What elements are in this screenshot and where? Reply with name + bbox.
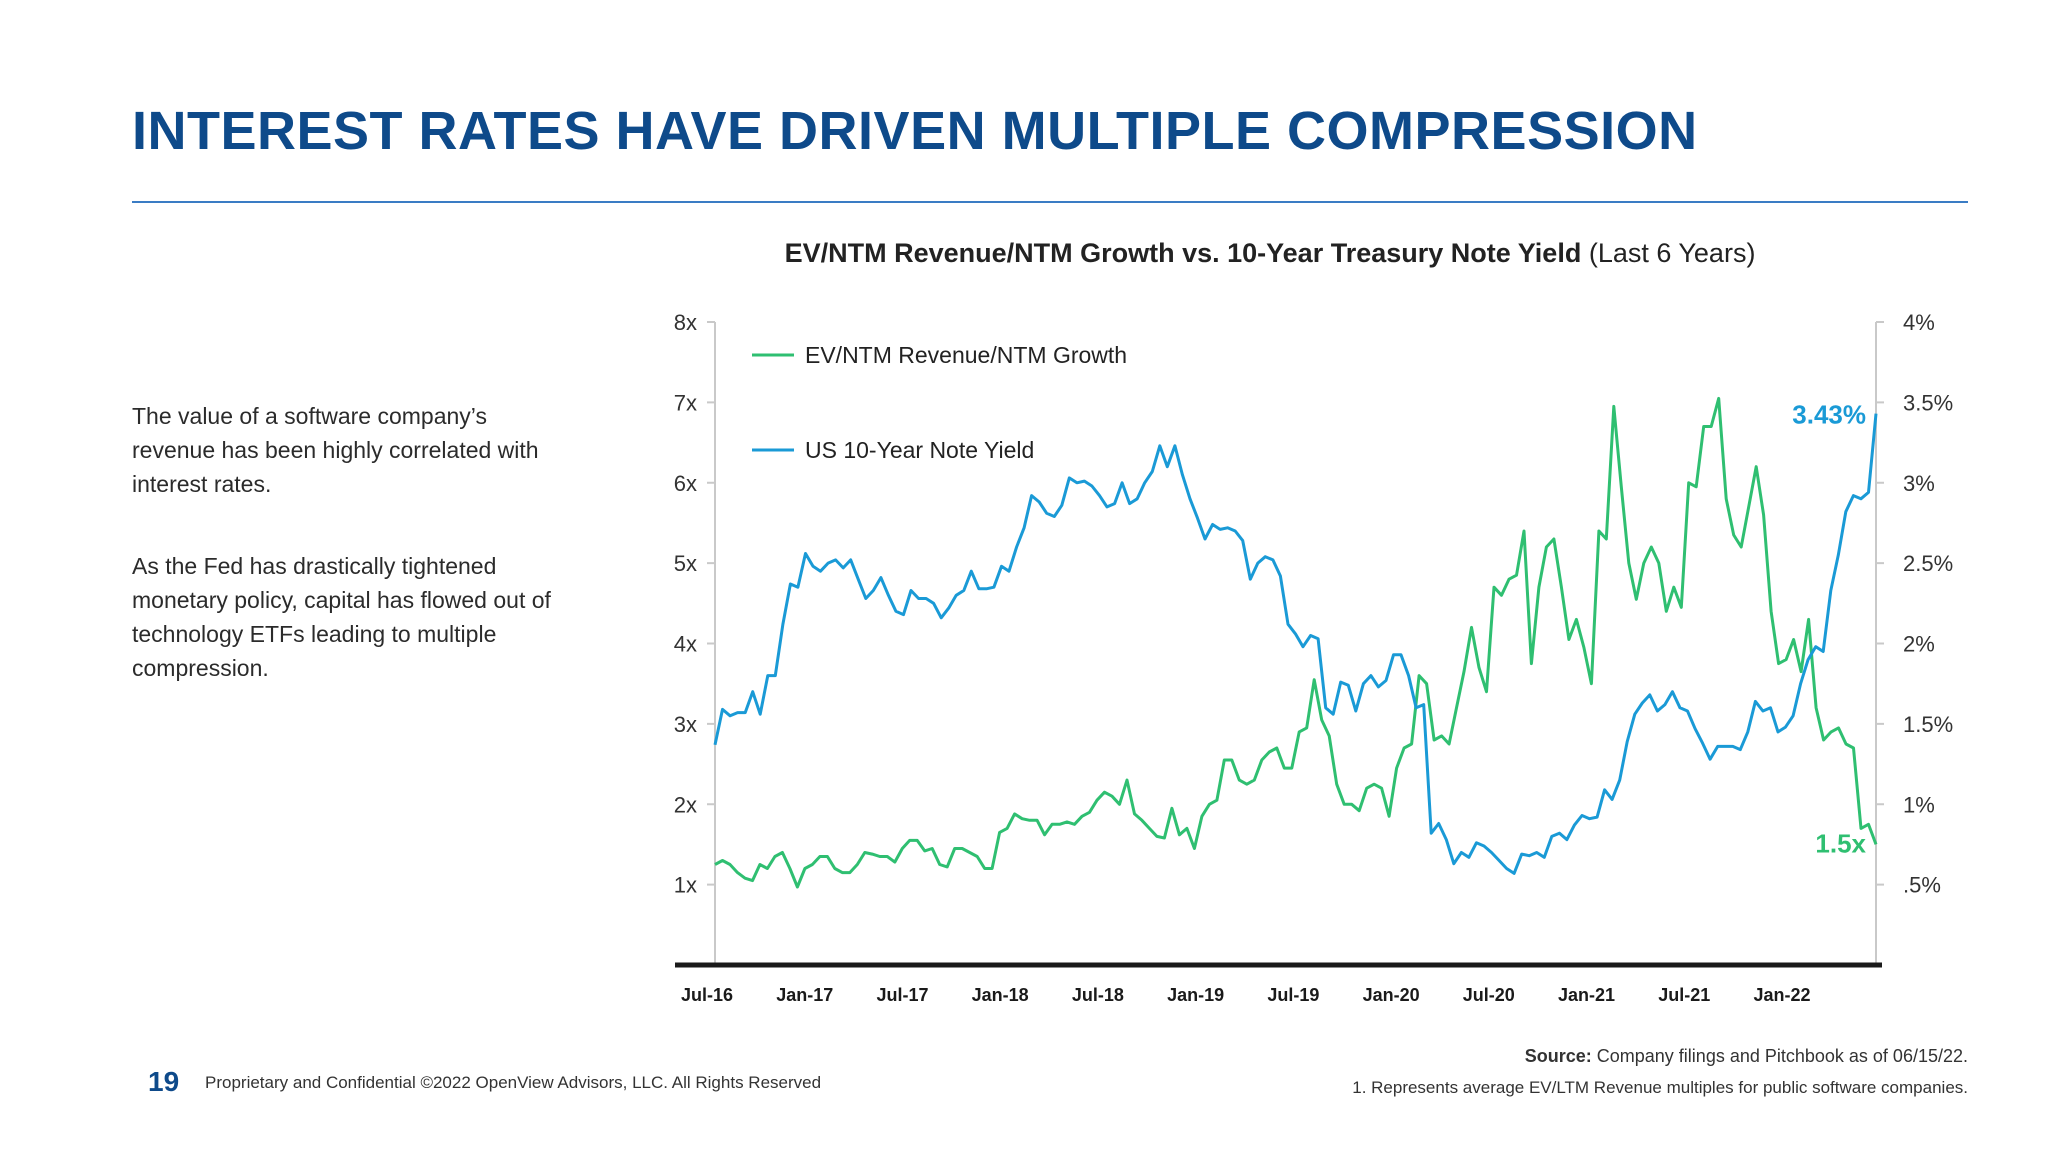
- chart-title-main: EV/NTM Revenue/NTM Growth vs. 10-Year Tr…: [784, 238, 1582, 268]
- footnote: 1. Represents average EV/LTM Revenue mul…: [1352, 1078, 1968, 1097]
- left-axis-tick-label: 8x: [674, 310, 697, 335]
- left-axis-tick-label: 7x: [674, 390, 697, 415]
- x-axis-tick-label: Jul-17: [876, 985, 928, 1005]
- right-axis-tick-label: 4%: [1903, 310, 1935, 335]
- series-line-ev-ntm-growth: [714, 396, 1878, 889]
- right-axis-tick-label: .5%: [1903, 873, 1941, 898]
- right-axis-tick-label: 1%: [1903, 792, 1935, 817]
- source-text: Company filings and Pitchbook as of 06/1…: [1591, 1046, 1968, 1066]
- left-axis-tick-label: 6x: [674, 471, 697, 496]
- slide-title: INTEREST RATES HAVE DRIVEN MULTIPLE COMP…: [132, 101, 1698, 161]
- body-paragraph-correlation: The value of a software company’s revenu…: [132, 403, 539, 497]
- x-axis-tick-label: Jul-16: [681, 985, 733, 1005]
- confidentiality-notice: Proprietary and Confidential ©2022 OpenV…: [205, 1073, 822, 1092]
- legend-label-ev-ntm-growth: EV/NTM Revenue/NTM Growth: [805, 342, 1127, 368]
- end-label-us-10y-yield: 3.43%: [1792, 400, 1866, 430]
- source-label: Source:: [1524, 1046, 1592, 1066]
- left-axis-tick-label: 4x: [674, 632, 697, 657]
- right-axis-tick-label: 2.5%: [1903, 551, 1953, 576]
- x-axis-tick-label: Jan-19: [1167, 985, 1224, 1005]
- source-note: Source: Company filings and Pitchbook as…: [1525, 1046, 1968, 1067]
- page-number: 19: [148, 1066, 180, 1097]
- x-axis-tick-label: Jul-20: [1463, 985, 1515, 1005]
- x-axis-tick-label: Jan-21: [1558, 985, 1615, 1005]
- x-axis-tick-label: Jan-18: [972, 985, 1029, 1005]
- right-axis-tick-label: 3.5%: [1903, 390, 1953, 415]
- x-axis-tick-label: Jul-19: [1267, 985, 1319, 1005]
- left-axis-tick-label: 2x: [674, 792, 697, 817]
- x-axis-tick-label: Jan-17: [776, 985, 833, 1005]
- x-axis-tick-label: Jul-21: [1658, 985, 1710, 1005]
- chart-title: EV/NTM Revenue/NTM Growth vs. 10-Year Tr…: [690, 238, 1850, 269]
- series-line-us-10y-yield: [713, 413, 1878, 875]
- left-axis-tick-label: 5x: [674, 551, 697, 576]
- legend-label-us-10y-yield: US 10-Year Note Yield: [805, 437, 1034, 463]
- left-axis-tick-label: 3x: [674, 712, 697, 737]
- x-axis-tick-label: Jan-20: [1363, 985, 1420, 1005]
- x-axis-tick-label: Jul-18: [1072, 985, 1124, 1005]
- body-paragraph-fed-policy: As the Fed has drastically tightened mon…: [132, 553, 551, 681]
- end-label-ev-ntm-growth: 1.5x: [1815, 828, 1866, 858]
- right-axis-tick-label: 2%: [1903, 632, 1935, 657]
- x-axis-tick-label: Jan-22: [1753, 985, 1810, 1005]
- chart-title-suffix: (Last 6 Years): [1581, 238, 1756, 268]
- right-axis-tick-label: 3%: [1903, 471, 1935, 496]
- title-divider: [132, 201, 1968, 203]
- left-axis-tick-label: 1x: [674, 873, 697, 898]
- right-axis-tick-label: 1.5%: [1903, 712, 1953, 737]
